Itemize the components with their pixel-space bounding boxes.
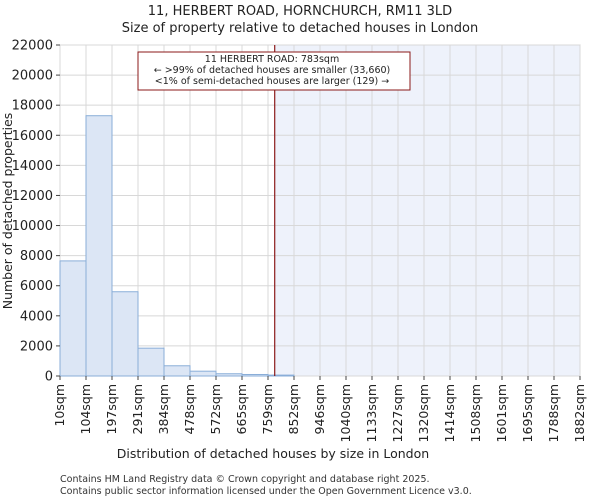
annotation-border [137,51,411,91]
bar-572sqm [215,373,243,377]
annotation-line1: 11 HERBERT ROAD: 783sqm [205,54,339,65]
x-tick-label-1882sqm: 1882sqm [572,384,587,442]
highlight-region [274,45,580,376]
x-tick-label-1695sqm: 1695sqm [520,384,535,442]
x-tick-label-197sqm: 197sqm [104,384,119,434]
y-tick-label-18000: 18000 [12,99,53,114]
x-tick-label-1227sqm: 1227sqm [390,384,405,442]
bar-759sqm [267,374,295,377]
y-tick-label-14000: 14000 [12,159,53,174]
x-tick-label-946sqm: 946sqm [312,384,327,434]
y-tick-label-22000: 22000 [12,39,53,54]
bar-197sqm [111,291,139,377]
chart-title-line2: Size of property relative to detached ho… [122,21,478,36]
y-axis-label: Number of detached properties [0,113,15,310]
annotation-box: 11 HERBERT ROAD: 783sqm ← >99% of detach… [137,51,411,91]
x-tick-label-478sqm: 478sqm [182,384,197,434]
x-tick-label-1320sqm: 1320sqm [416,384,431,442]
y-tick-label-6000: 6000 [20,279,53,294]
bar-104sqm [85,115,113,377]
y-tick-label-8000: 8000 [20,249,53,264]
x-tick-label-291sqm: 291sqm [130,384,145,434]
footer-line2: Contains public sector information licen… [60,486,472,497]
y-tick-label-4000: 4000 [20,309,53,324]
bars-group [59,115,295,377]
y-axis: 0 2000 4000 6000 8000 10000 12000 14000 16000 180… [12,39,60,385]
y-tick-label-20000: 20000 [12,69,53,84]
annotation-line3: <1% of semi-detached houses are larger (… [155,76,389,87]
y-tick-label-10000: 10000 [12,219,53,234]
x-tick-label-665sqm: 665sqm [234,384,249,434]
x-tick-label-1788sqm: 1788sqm [546,384,561,442]
bar-10sqm [59,260,87,377]
x-tick-label-759sqm: 759sqm [260,384,275,434]
y-tick-label-12000: 12000 [12,189,53,204]
x-tick-label-104sqm: 104sqm [78,384,93,434]
footer-line1: Contains HM Land Registry data © Crown c… [60,474,430,485]
y-tick-label-0: 0 [45,370,53,385]
x-tick-label-1414sqm: 1414sqm [442,384,457,442]
x-tick-label-384sqm: 384sqm [156,384,171,434]
x-axis-label: Distribution of detached houses by size … [117,446,429,461]
bar-384sqm [163,365,191,377]
x-axis: 10sqm 104sqm 197sqm 291sqm 384sqm 478sqm 572sq… [52,376,587,442]
chart-title-line1: 11, HERBERT ROAD, HORNCHURCH, RM11 3LD [148,4,452,19]
y-tick-label-16000: 16000 [12,129,53,144]
x-tick-label-572sqm: 572sqm [208,384,223,434]
y-tick-label-2000: 2000 [20,339,53,354]
x-tick-label-1601sqm: 1601sqm [494,384,509,442]
annotation-line2: ← >99% of detached houses are smaller (3… [154,65,391,76]
bar-291sqm [137,347,165,377]
x-tick-label-1133sqm: 1133sqm [364,384,379,442]
x-tick-label-852sqm: 852sqm [286,384,301,434]
x-tick-label-10sqm: 10sqm [52,384,67,427]
bar-665sqm [241,373,269,377]
bar-478sqm [189,370,217,377]
x-tick-label-1040sqm: 1040sqm [338,384,353,442]
x-tick-label-1508sqm: 1508sqm [468,384,483,442]
